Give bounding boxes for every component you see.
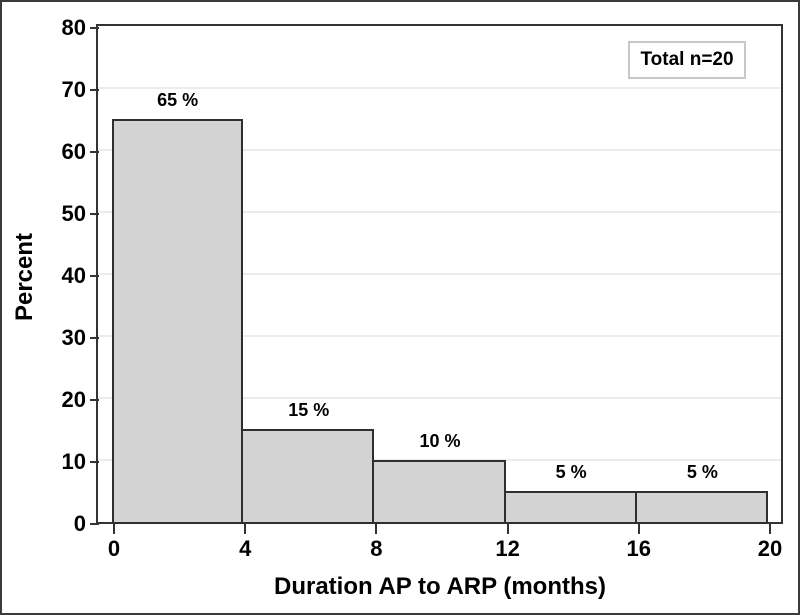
x-tick-mark (113, 524, 115, 534)
bar-value-label: 15 % (288, 400, 330, 420)
gridline (98, 87, 781, 89)
x-tick-mark (375, 524, 378, 534)
y-tick-mark (90, 275, 99, 277)
x-tick-label: 20 (757, 536, 783, 561)
x-tick-mark (244, 524, 247, 534)
gridline (98, 397, 781, 399)
x-tick-mark (769, 524, 771, 534)
bar-value-label: 5 % (686, 462, 718, 482)
bar-value-label: 10 % (419, 431, 461, 451)
legend-label: Total n=20 (640, 49, 734, 70)
y-tick-label: 40 (61, 263, 86, 288)
x-tick-label: 12 (495, 536, 520, 561)
x-tick-mark (637, 524, 640, 534)
y-tick-label: 60 (61, 139, 86, 164)
x-tick-label: 16 (626, 536, 652, 561)
y-tick-label: 80 (61, 15, 86, 40)
y-tick-label: 70 (61, 77, 86, 102)
y-tick-mark (90, 399, 99, 401)
y-tick-mark (90, 151, 99, 153)
plot-area: 65 % 15 % 10 % 5 % 5 % Total n=20 (96, 24, 783, 524)
y-tick-label: 50 (61, 201, 86, 226)
y-tick-label: 0 (73, 511, 86, 536)
y-tick-mark (90, 461, 99, 463)
histogram-bar (241, 429, 375, 524)
gridline (98, 335, 781, 337)
gridline (98, 149, 781, 151)
y-tick-mark (90, 89, 99, 91)
gridline (98, 273, 781, 275)
histogram-bar (372, 460, 506, 524)
bar-value-label: 5 % (555, 462, 587, 482)
x-tick-mark (506, 524, 509, 534)
histogram-bar (112, 119, 244, 524)
histogram-bar (503, 491, 637, 524)
y-tick-label: 30 (61, 325, 86, 350)
x-tick-label: 8 (370, 536, 383, 561)
gridline (98, 211, 781, 213)
legend-box: Total n=20 (628, 41, 746, 79)
y-tick-mark (90, 27, 99, 29)
bar-value-label: 65 % (157, 90, 199, 110)
y-tick-label: 10 (61, 449, 86, 474)
y-tick-mark (90, 213, 99, 215)
y-axis-title: Percent (11, 232, 38, 322)
x-tick-label: 0 (107, 536, 121, 561)
x-tick-label: 4 (239, 536, 252, 561)
x-axis-title: Duration AP to ARP (months) (274, 573, 606, 600)
y-tick-mark (90, 337, 99, 339)
histogram-bar (634, 491, 768, 524)
y-tick-mark (90, 523, 99, 525)
y-tick-label: 20 (61, 387, 86, 412)
